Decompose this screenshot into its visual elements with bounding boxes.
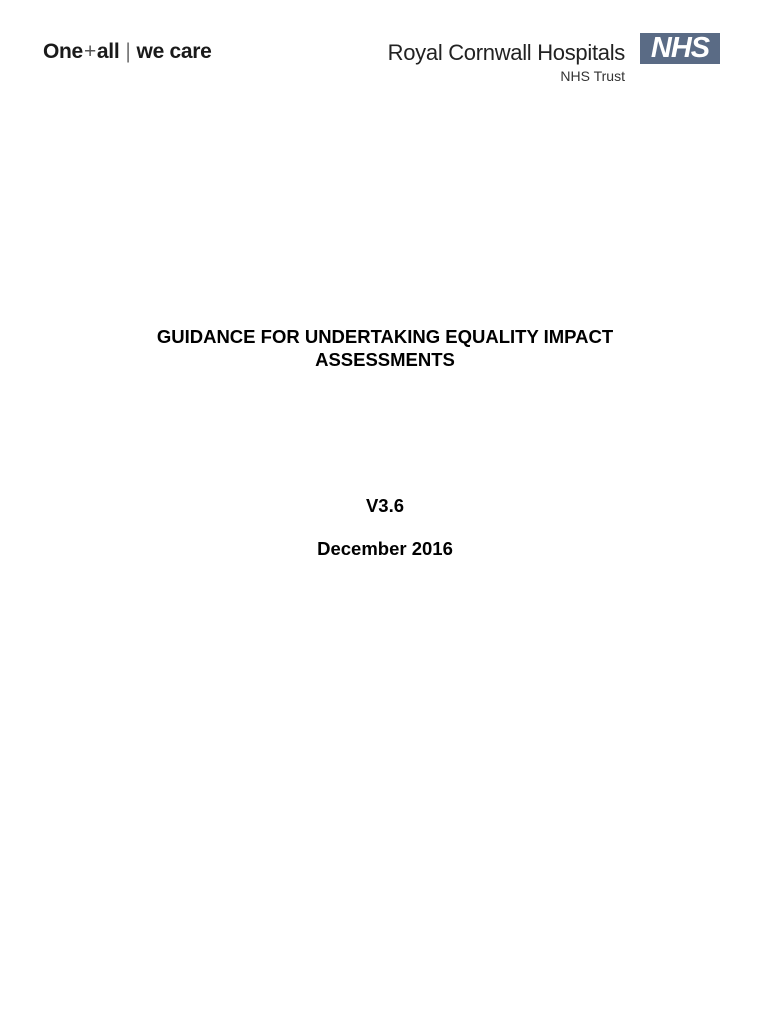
tagline-separator: | xyxy=(125,40,131,63)
document-date: December 2016 xyxy=(317,538,453,559)
nhs-logo: NHS xyxy=(640,33,720,64)
tagline-we-care: we care xyxy=(136,40,212,63)
tagline-all: all xyxy=(96,40,120,63)
tagline-logo: One+all | we care xyxy=(43,40,212,64)
tagline-one: One xyxy=(43,40,83,63)
trust-name: Royal Cornwall Hospitals xyxy=(387,40,626,65)
tagline-plus: + xyxy=(83,40,96,63)
trust-subtitle: NHS Trust xyxy=(560,68,625,84)
title-line-1: GUIDANCE FOR UNDERTAKING EQUALITY IMPACT xyxy=(156,326,614,347)
document-title: GUIDANCE FOR UNDERTAKING EQUALITY IMPACT… xyxy=(0,325,770,371)
title-line-2: ASSESSMENTS xyxy=(315,349,455,370)
document-version: V3.6 xyxy=(365,495,405,516)
